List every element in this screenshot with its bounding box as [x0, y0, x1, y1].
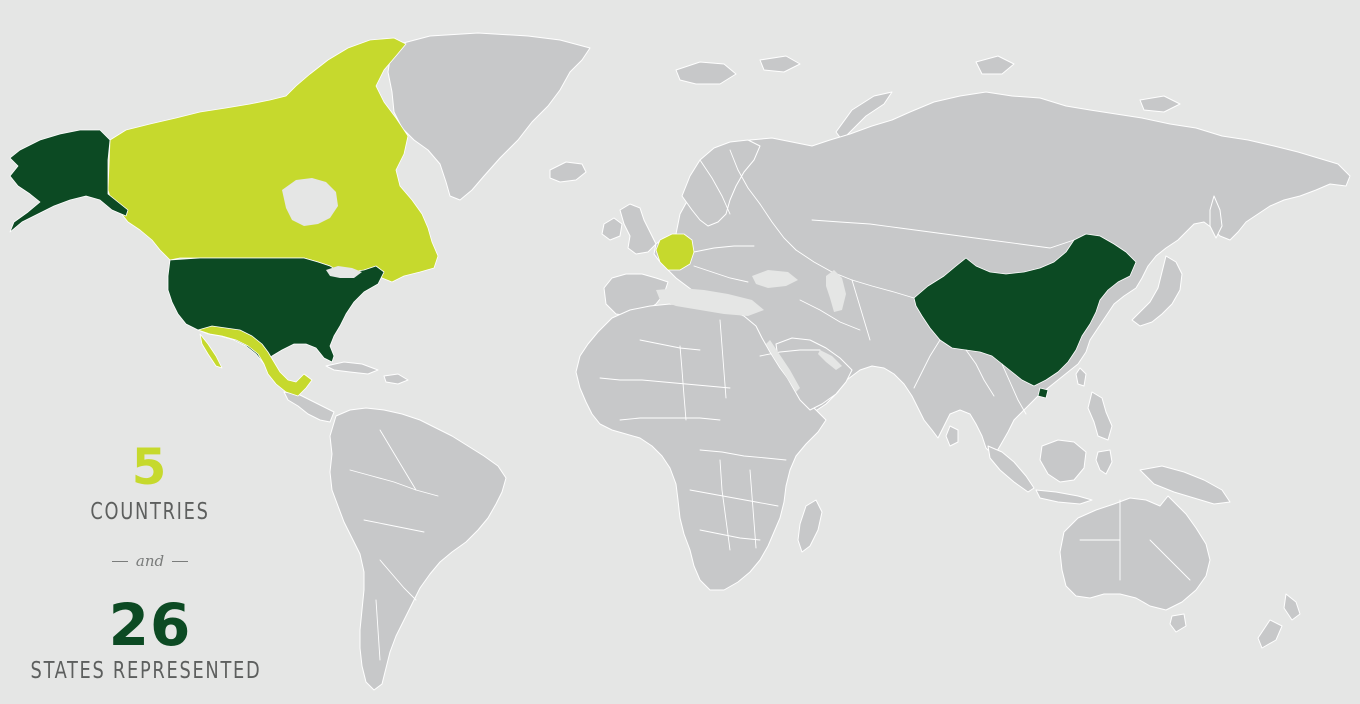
mexico [197, 325, 313, 397]
caspian-sea [826, 270, 846, 312]
iceland [549, 161, 587, 183]
countries-label: COUNTRIES [90, 499, 210, 525]
persian-gulf [818, 350, 842, 370]
states-count: 26 [108, 591, 192, 659]
dash-right [172, 560, 189, 562]
dash-left [111, 560, 128, 562]
country-borders [349, 149, 1191, 661]
new-zealand-north [1283, 593, 1301, 621]
connector-word: and [135, 552, 165, 570]
black-sea [752, 270, 798, 288]
baja-california [199, 333, 223, 369]
taiwan [1075, 367, 1087, 387]
sulawesi [1095, 449, 1113, 475]
new-siberian-islands [1139, 95, 1181, 113]
sakhalin [1209, 195, 1223, 239]
mediterranean-sea [656, 288, 764, 316]
china [913, 233, 1137, 387]
philippines [1087, 391, 1113, 441]
borneo [1039, 439, 1087, 483]
united-states [167, 257, 385, 365]
great-lakes [326, 266, 362, 278]
ireland [601, 217, 623, 241]
countries-count: 5 [131, 438, 169, 496]
germany [655, 233, 695, 271]
central-america [283, 391, 335, 423]
java [1035, 489, 1093, 505]
south-america [329, 407, 507, 691]
red-sea [766, 340, 800, 392]
cuba [325, 361, 379, 375]
alaska [9, 129, 129, 233]
tasmania [1169, 613, 1187, 633]
hispaniola [383, 373, 409, 385]
hainan [1037, 387, 1049, 399]
madagascar [797, 499, 823, 553]
japan [1131, 255, 1183, 327]
states-label: STATES REPRESENTED [30, 658, 262, 684]
new-zealand-south [1257, 619, 1283, 649]
great-britain [619, 203, 657, 255]
svalbard [675, 61, 737, 85]
new-guinea [1139, 465, 1231, 505]
australia [1059, 495, 1211, 611]
franz-josef-land [759, 55, 801, 73]
severnaya-zemlya [975, 55, 1015, 75]
sri-lanka [945, 425, 959, 447]
connector-row: and [0, 550, 300, 572]
sumatra [987, 445, 1035, 493]
africa [575, 303, 827, 591]
canada [107, 37, 439, 283]
hudson-bay [282, 178, 338, 226]
